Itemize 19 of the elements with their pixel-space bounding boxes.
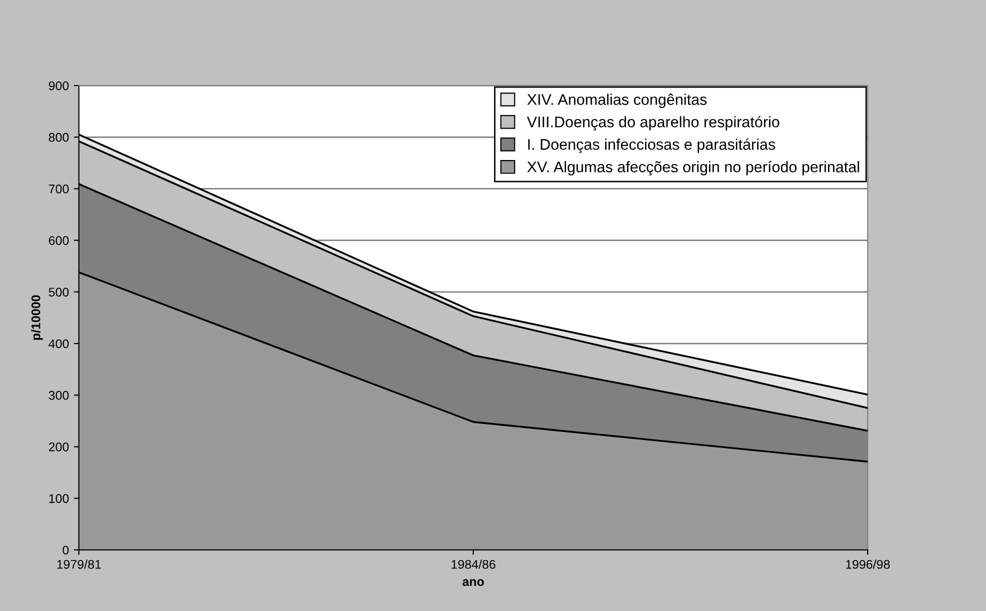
y-axis-title: p/10000 <box>31 295 43 340</box>
y-tick-label: 600 <box>48 236 69 245</box>
x-axis-title: ano <box>462 579 484 586</box>
y-tick-label: 400 <box>48 339 69 348</box>
y-tick-label: 200 <box>48 442 69 452</box>
legend-label: I. Doenças infecciosas e parasitárias <box>528 138 776 153</box>
x-tick-label: 1984/86 <box>452 560 496 569</box>
y-tick-label: 900 <box>48 81 69 90</box>
y-tick-label: 700 <box>48 184 69 194</box>
y-tick-label: 100 <box>49 494 69 503</box>
legend-label: XIV. Anomalias congênitas <box>527 94 707 108</box>
legend-label: XV. Algumas afecções origin no período perinatal <box>527 160 860 176</box>
x-tick-label: 1979/81 <box>57 560 101 569</box>
x-tick-label: 1996/98 <box>846 560 890 569</box>
y-tick-label: 0 <box>62 546 69 555</box>
y-tick-label: 800 <box>48 132 69 142</box>
legend-label: VIII.Doenças do aparelho respiratório <box>526 116 780 130</box>
y-tick-label: 300 <box>48 390 69 400</box>
y-tick-label: 500 <box>48 288 69 297</box>
